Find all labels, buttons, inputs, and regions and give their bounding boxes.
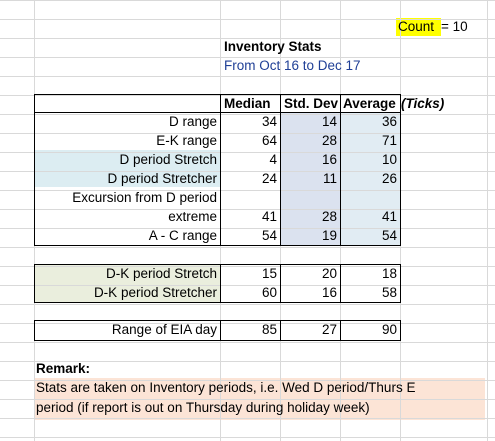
row-label[interactable]: extreme: [168, 209, 217, 224]
grid-row-line: [0, 76, 495, 77]
row-label[interactable]: A - C range: [148, 228, 217, 243]
grid-row-line: [0, 209, 495, 210]
average-value[interactable]: 18: [381, 266, 397, 281]
grid-row-line: [0, 437, 495, 438]
std-dev-value[interactable]: 27: [321, 322, 337, 337]
std-dev-value[interactable]: 20: [321, 266, 337, 281]
average-column-fill: [340, 113, 400, 245]
remark-title[interactable]: Remark:: [36, 361, 91, 376]
grid-row-line: [0, 19, 495, 20]
std-dev-value[interactable]: 28: [321, 209, 337, 224]
row-label[interactable]: D period Stretch: [119, 152, 217, 167]
median-value[interactable]: 54: [261, 228, 277, 243]
std-dev-value[interactable]: 11: [322, 171, 337, 186]
average-value[interactable]: 41: [381, 209, 397, 224]
stretch-rows-fill: [35, 150, 221, 187]
average-value[interactable]: 10: [381, 152, 397, 167]
std-dev-value[interactable]: 16: [321, 285, 337, 300]
median-value[interactable]: 4: [269, 152, 277, 167]
std-dev-value[interactable]: 16: [321, 152, 337, 167]
header-std-dev[interactable]: Std. Dev: [284, 96, 339, 111]
remark-line-1[interactable]: Stats are taken on Inventory periods, i.…: [36, 380, 416, 395]
grid-row-line: [0, 361, 495, 362]
grid-row-line: [0, 133, 495, 134]
std-dev-value[interactable]: 14: [321, 114, 337, 129]
grid-row-line: [0, 38, 495, 39]
row-label[interactable]: Range of EIA day: [111, 322, 217, 337]
page-title[interactable]: Inventory Stats: [224, 39, 322, 54]
average-value[interactable]: 26: [381, 171, 397, 186]
median-value[interactable]: 85: [261, 322, 277, 337]
average-value[interactable]: 71: [381, 133, 397, 148]
row-label[interactable]: D-K period Stretcher: [93, 285, 217, 300]
grid-row-line: [0, 285, 495, 286]
grid-row-line: [0, 418, 495, 419]
row-label[interactable]: D period Stretcher: [107, 171, 217, 186]
remark-line-2[interactable]: period (if report is out on Thursday dur…: [36, 400, 370, 415]
eia-stats-table: [34, 320, 401, 341]
dk-stats-table: [34, 264, 401, 303]
average-value[interactable]: 90: [381, 322, 397, 337]
grid-row-line: [0, 95, 495, 96]
median-value[interactable]: 41: [261, 209, 277, 224]
grid-row-line: [0, 0, 495, 1]
average-value[interactable]: 36: [381, 114, 397, 129]
row-label[interactable]: Excursion from D period: [72, 190, 217, 205]
grid-row-line: [0, 190, 495, 191]
grid-row-line: [0, 304, 495, 305]
grid-row-line: [0, 171, 495, 172]
average-value[interactable]: 54: [381, 228, 397, 243]
grid-column-line: [487, 0, 488, 441]
count-value[interactable]: = 10: [441, 19, 468, 34]
header-ticks[interactable]: (Ticks): [401, 96, 445, 111]
grid-row-line: [0, 247, 495, 248]
header-median[interactable]: Median: [224, 96, 271, 111]
grid-row-line: [0, 57, 495, 58]
median-value[interactable]: 15: [261, 266, 277, 281]
grid-row-line: [0, 152, 495, 153]
median-value[interactable]: 24: [261, 171, 277, 186]
grid-row-line: [0, 266, 495, 267]
row-label[interactable]: E-K range: [156, 133, 217, 148]
row-label[interactable]: D-K period Stretch: [105, 266, 217, 281]
median-value[interactable]: 34: [261, 114, 277, 129]
grid-row-line: [0, 114, 495, 115]
grid-row-line: [0, 399, 495, 400]
grid-row-line: [0, 323, 495, 324]
count-highlight: [396, 18, 441, 36]
grid-row-line: [0, 228, 495, 229]
std-dev-value[interactable]: 19: [321, 228, 337, 243]
dk-rows-fill: [35, 265, 221, 302]
std-column-fill: [280, 113, 340, 245]
header-average[interactable]: Average: [343, 96, 396, 111]
grid-row-line: [0, 342, 495, 343]
count-label[interactable]: Count: [398, 19, 435, 34]
median-value[interactable]: 60: [261, 285, 277, 300]
std-dev-value[interactable]: 28: [321, 133, 337, 148]
median-value[interactable]: 64: [261, 133, 277, 148]
average-value[interactable]: 58: [381, 285, 397, 300]
grid-row-line: [0, 380, 495, 381]
row-label[interactable]: D range: [168, 114, 217, 129]
page-subtitle[interactable]: From Oct 16 to Dec 17: [224, 58, 361, 73]
